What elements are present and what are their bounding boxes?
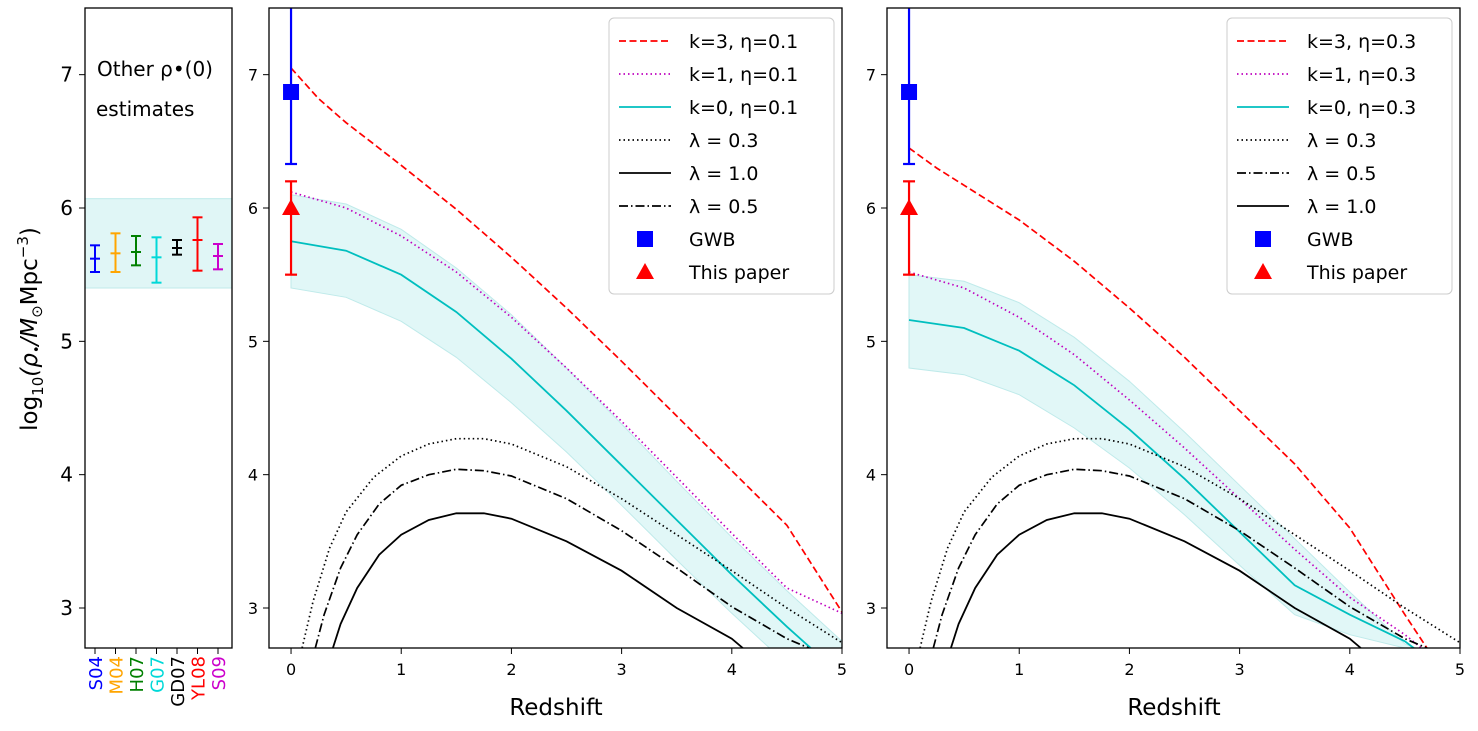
estimates-band xyxy=(85,198,232,289)
legend-label: λ = 0.3 xyxy=(1307,130,1376,152)
series-line xyxy=(314,468,810,648)
y-tick-label: 7 xyxy=(866,66,876,85)
estimate-errorbar-m04 xyxy=(110,232,121,273)
legend-label: k=1, η=0.1 xyxy=(689,64,798,86)
x-tick-label: 5 xyxy=(1455,660,1465,679)
y-tick-label: 7 xyxy=(60,63,73,87)
legend-label: k=3, η=0.1 xyxy=(689,31,798,53)
y-tick-label: 5 xyxy=(60,329,73,353)
legend-box xyxy=(608,17,835,295)
y-tick-label: 6 xyxy=(60,196,73,220)
x-tick-label: 0 xyxy=(904,660,914,679)
x-tick-label-yl08: YL08 xyxy=(189,656,210,701)
legend-label: λ = 1.0 xyxy=(1307,196,1376,218)
x-tick-label-s04: S04 xyxy=(86,656,107,690)
this-paper-marker xyxy=(282,180,301,276)
eta-01-panel: 3 4 5 6 7 0 1 2 3 4 5 Redshift k=3, η=0.1 k=1, η=0… xyxy=(248,7,847,721)
y-tick-label: 4 xyxy=(866,466,876,485)
estimate-errorbar-gd07 xyxy=(172,239,182,256)
legend-label: This paper xyxy=(688,262,789,284)
y-tick-label: 3 xyxy=(866,599,876,618)
series-line xyxy=(290,240,813,648)
series-line xyxy=(290,67,842,613)
x-tick-label: 4 xyxy=(1345,660,1355,679)
estimates-annotation-line-1: Other ρ•(0) xyxy=(97,57,213,81)
gwb-marker xyxy=(283,8,300,166)
series-line xyxy=(950,512,1362,648)
x-tick-label: 0 xyxy=(286,660,296,679)
uncertainty-band xyxy=(908,274,1417,648)
legend-label: k=1, η=0.3 xyxy=(1307,64,1416,86)
eta-01-x-axis-label: Redshift xyxy=(509,695,602,721)
estimates-panel: Other ρ•(0) estimates 3 4 5 6 7 S04 M04 H07 G07… xyxy=(60,7,233,707)
estimate-errorbar-h07 xyxy=(131,235,141,267)
y-tick-label: 7 xyxy=(248,66,258,85)
estimate-errorbar-s04 xyxy=(90,244,100,273)
legend-label: k=3, η=0.3 xyxy=(1307,31,1416,53)
eta-03-frame xyxy=(886,7,1461,649)
square-marker xyxy=(283,84,300,100)
legend-label: λ = 1.0 xyxy=(689,163,758,185)
x-tick-label-gd07: GD07 xyxy=(168,656,189,707)
x-tick-label: 5 xyxy=(837,660,847,679)
estimates-annotation-line-2: estimates xyxy=(96,97,194,121)
y-tick-label: 4 xyxy=(60,463,73,487)
estimates-frame xyxy=(84,7,233,649)
x-tick-label: 1 xyxy=(396,660,406,679)
x-tick-label-h07: H07 xyxy=(127,656,148,692)
estimate-errorbar-g07 xyxy=(151,236,162,284)
legend-label: λ = 0.5 xyxy=(689,196,758,218)
x-tick-label: 3 xyxy=(1235,660,1245,679)
estimate-errorbar-yl08 xyxy=(192,216,203,272)
triangle-marker xyxy=(900,199,919,215)
y-tick-label: 5 xyxy=(866,332,876,351)
series-line xyxy=(290,191,842,615)
legend-square-marker xyxy=(637,231,653,247)
uncertainty-band xyxy=(290,194,842,648)
series-line xyxy=(919,437,1460,648)
y-axis-label: log10(ρ•/M⊙Mpc−3) xyxy=(14,227,47,431)
legend-label: This paper xyxy=(1306,262,1407,284)
x-tick-label: 3 xyxy=(617,660,627,679)
legend-label: k=0, η=0.1 xyxy=(689,97,798,119)
x-tick-label: 4 xyxy=(727,660,737,679)
legend-box xyxy=(1226,17,1453,295)
estimate-errorbar-s09 xyxy=(213,243,223,271)
eta-03-panel: 3 4 5 6 7 0 1 2 3 4 5 Redshift k=3, η=0.3 k=1, η=0… xyxy=(866,7,1465,721)
legend-label: λ = 0.3 xyxy=(689,130,758,152)
series-line xyxy=(301,437,842,648)
this-paper-marker xyxy=(900,180,919,276)
series-line xyxy=(932,468,1428,648)
y-tick-label: 5 xyxy=(248,332,258,351)
series-line xyxy=(908,319,1415,648)
x-tick-label: 1 xyxy=(1014,660,1024,679)
legend-label: GWB xyxy=(689,229,736,251)
y-tick-label: 4 xyxy=(248,466,258,485)
y-tick-label: 3 xyxy=(60,596,73,620)
triangle-marker xyxy=(282,199,301,215)
legend-label: GWB xyxy=(1307,229,1354,251)
y-tick-label: 6 xyxy=(248,199,258,218)
y-tick-label: 3 xyxy=(248,599,258,618)
x-tick-label: 2 xyxy=(506,660,516,679)
x-tick-label: 2 xyxy=(1124,660,1134,679)
gwb-marker xyxy=(901,8,918,166)
legend-label: λ = 0.5 xyxy=(1307,163,1376,185)
x-tick-label-g07: G07 xyxy=(148,656,169,693)
eta-01-frame xyxy=(268,7,843,649)
series-line xyxy=(332,512,744,648)
x-tick-label-m04: M04 xyxy=(107,656,128,694)
square-marker xyxy=(901,84,918,100)
legend-square-marker xyxy=(1255,231,1271,247)
x-tick-label-s09: S09 xyxy=(209,656,230,690)
legend-triangle-marker xyxy=(636,263,654,279)
legend-triangle-marker xyxy=(1254,263,1272,279)
series-line xyxy=(908,147,1428,648)
y-tick-label: 6 xyxy=(866,199,876,218)
eta-03-x-axis-label: Redshift xyxy=(1127,695,1220,721)
legend-label: k=0, η=0.3 xyxy=(1307,97,1416,119)
